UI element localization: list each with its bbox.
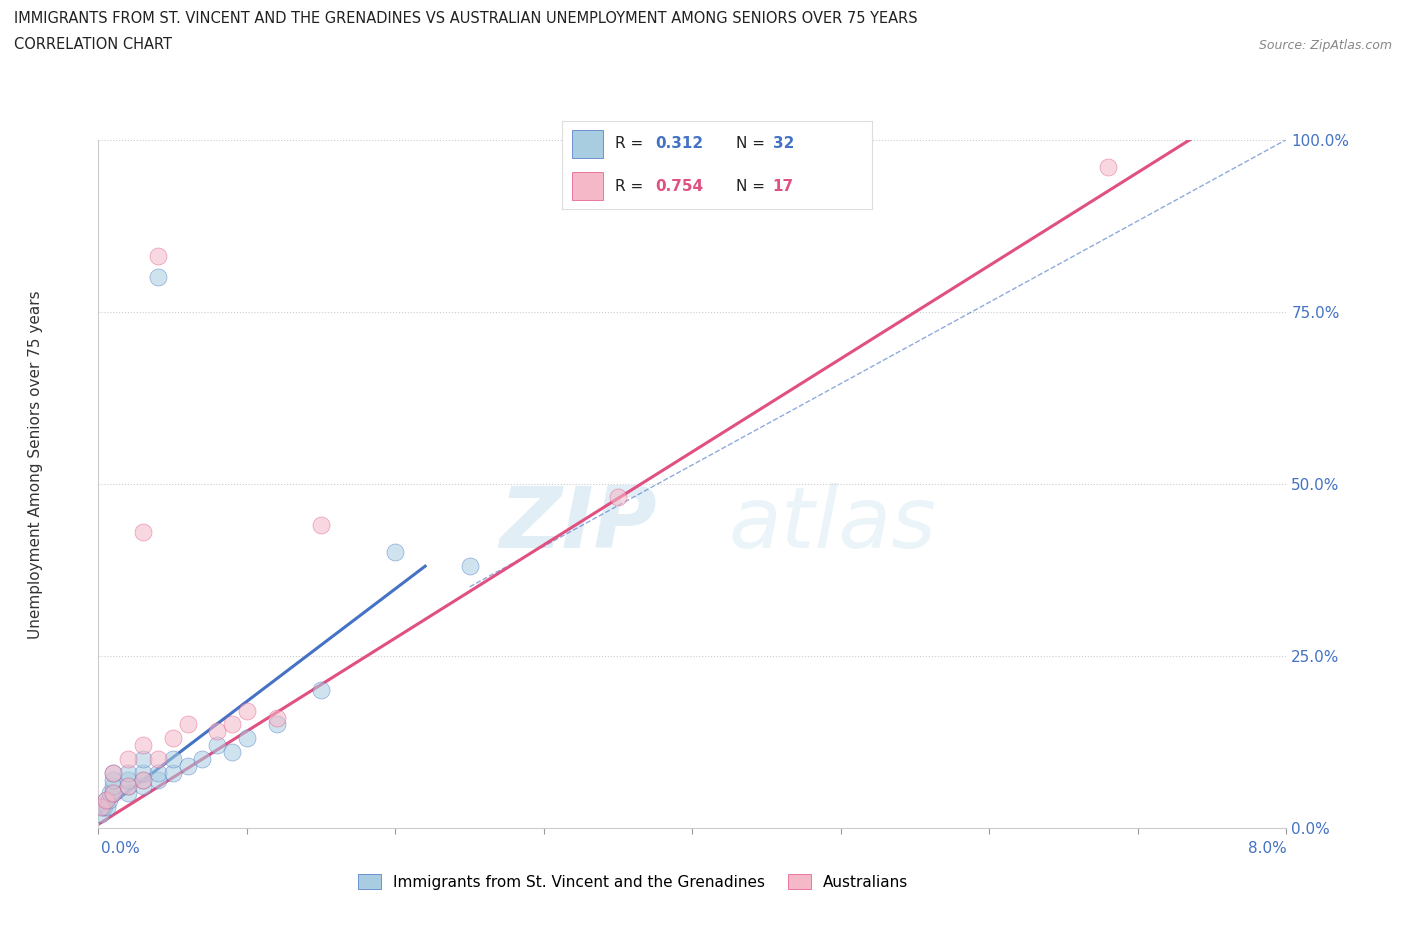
Point bbox=[94, 792, 117, 807]
Point bbox=[207, 737, 229, 752]
FancyBboxPatch shape bbox=[572, 172, 603, 201]
Point bbox=[162, 765, 184, 780]
Point bbox=[117, 786, 139, 801]
Point bbox=[94, 792, 117, 807]
Point bbox=[132, 525, 155, 539]
Text: 0.0%: 0.0% bbox=[101, 841, 141, 856]
Point bbox=[146, 765, 169, 780]
Point bbox=[103, 765, 125, 780]
Point bbox=[309, 517, 332, 532]
Text: Unemployment Among Seniors over 75 years: Unemployment Among Seniors over 75 years bbox=[28, 291, 42, 639]
Text: 32: 32 bbox=[773, 137, 794, 152]
Point bbox=[97, 792, 120, 807]
Point bbox=[458, 559, 481, 574]
Point bbox=[91, 800, 114, 815]
Point bbox=[117, 751, 139, 766]
Point bbox=[93, 800, 115, 815]
Point bbox=[117, 779, 139, 794]
Point bbox=[236, 731, 259, 746]
Point bbox=[146, 270, 169, 285]
Text: N =: N = bbox=[735, 137, 769, 152]
Point bbox=[191, 751, 214, 766]
Point bbox=[176, 717, 198, 732]
Point bbox=[132, 772, 155, 787]
Point bbox=[384, 545, 406, 560]
Point bbox=[607, 490, 630, 505]
Text: R =: R = bbox=[614, 137, 648, 152]
Point bbox=[146, 751, 169, 766]
Point bbox=[117, 765, 139, 780]
Point bbox=[221, 717, 243, 732]
Point bbox=[103, 786, 125, 801]
Text: N =: N = bbox=[735, 179, 769, 193]
Legend: Immigrants from St. Vincent and the Grenadines, Australians: Immigrants from St. Vincent and the Gren… bbox=[352, 868, 914, 896]
Point bbox=[266, 717, 288, 732]
Point bbox=[132, 737, 155, 752]
Point bbox=[90, 800, 112, 815]
Point bbox=[146, 772, 169, 787]
Text: ZIP: ZIP bbox=[499, 484, 657, 566]
Point bbox=[90, 806, 112, 821]
Point bbox=[132, 765, 155, 780]
Text: 8.0%: 8.0% bbox=[1247, 841, 1286, 856]
Point bbox=[207, 724, 229, 738]
Point bbox=[162, 751, 184, 766]
Point bbox=[266, 711, 288, 725]
Point bbox=[132, 779, 155, 794]
Point bbox=[132, 772, 155, 787]
FancyBboxPatch shape bbox=[572, 130, 603, 158]
Point bbox=[176, 758, 198, 773]
Point bbox=[103, 765, 125, 780]
Point bbox=[96, 800, 118, 815]
Point bbox=[236, 703, 259, 718]
Point bbox=[103, 772, 125, 787]
Point bbox=[309, 683, 332, 698]
Point bbox=[103, 779, 125, 794]
Point bbox=[162, 731, 184, 746]
Point bbox=[132, 751, 155, 766]
Text: 0.754: 0.754 bbox=[655, 179, 703, 193]
Text: R =: R = bbox=[614, 179, 648, 193]
Point bbox=[117, 779, 139, 794]
Point bbox=[98, 786, 121, 801]
Text: CORRELATION CHART: CORRELATION CHART bbox=[14, 37, 172, 52]
Point bbox=[221, 745, 243, 760]
Text: 17: 17 bbox=[773, 179, 794, 193]
Point bbox=[1097, 160, 1119, 175]
Point bbox=[117, 772, 139, 787]
Text: atlas: atlas bbox=[728, 484, 936, 566]
Text: 0.312: 0.312 bbox=[655, 137, 703, 152]
Text: IMMIGRANTS FROM ST. VINCENT AND THE GRENADINES VS AUSTRALIAN UNEMPLOYMENT AMONG : IMMIGRANTS FROM ST. VINCENT AND THE GREN… bbox=[14, 11, 918, 26]
Point bbox=[103, 786, 125, 801]
Text: Source: ZipAtlas.com: Source: ZipAtlas.com bbox=[1258, 39, 1392, 52]
Point bbox=[146, 249, 169, 264]
